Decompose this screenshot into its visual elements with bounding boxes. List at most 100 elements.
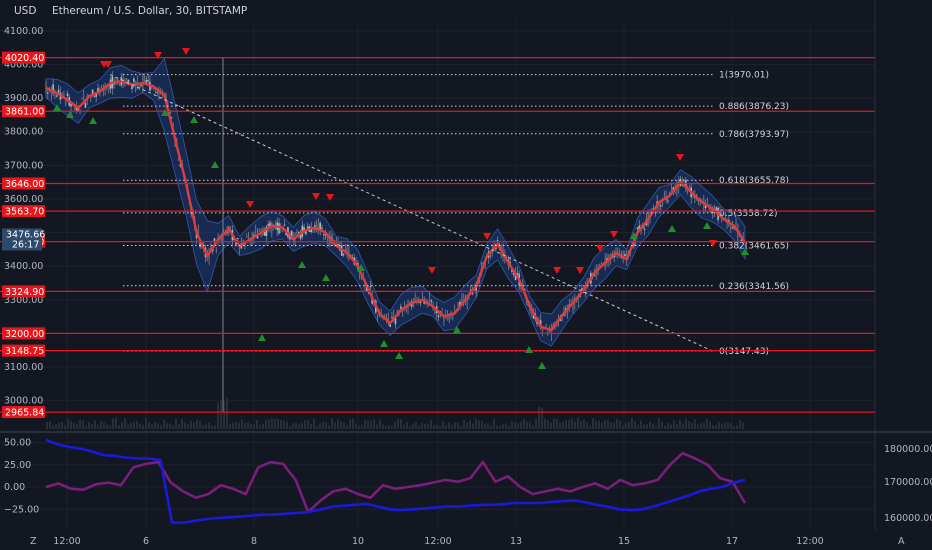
volume-bar	[424, 424, 426, 429]
candle-body	[299, 235, 302, 239]
volume-bar	[250, 423, 252, 429]
volume-bar	[457, 422, 459, 429]
volume-bar	[502, 424, 504, 429]
level-tag	[2, 285, 45, 298]
candle-body	[421, 295, 424, 297]
time-tick-label: 10	[352, 536, 364, 547]
volume-bar	[88, 422, 90, 429]
price-tick-label: 3100.00	[4, 362, 43, 373]
candle-body	[688, 186, 691, 189]
price-tick-label: 3400.00	[4, 261, 43, 272]
volume-bar	[193, 422, 195, 429]
volume-bar	[229, 423, 231, 429]
volume-bar	[127, 424, 129, 429]
volume-bar	[232, 422, 234, 429]
volume-bar	[658, 418, 660, 429]
candle-body	[475, 286, 477, 293]
volume-bar	[154, 421, 156, 429]
volume-bar	[364, 420, 366, 429]
volume-bar	[694, 419, 696, 429]
volume-bar	[160, 424, 162, 429]
candle-body	[46, 92, 49, 94]
oscillator-axes: 50.00 25.00 0.00 −25.00 180000.00 170000.00 16…	[4, 438, 932, 525]
candle-body	[448, 314, 451, 320]
price-tick-label: 4000.00	[4, 60, 43, 71]
volume-bar	[334, 422, 336, 429]
price-tick-label: 3600.00	[4, 194, 43, 205]
candle-body	[434, 310, 436, 313]
currency-label: USD	[14, 5, 36, 17]
candle-body	[394, 317, 397, 325]
volume-bar	[133, 421, 135, 429]
volume-bar	[211, 425, 213, 429]
volume-bar	[472, 423, 474, 429]
candle-body	[93, 96, 96, 98]
volume-bar	[697, 424, 699, 429]
candle-body	[290, 230, 293, 237]
volume-bar	[172, 425, 174, 429]
time-tick-label: 8	[251, 536, 257, 547]
candle-body	[229, 226, 232, 228]
volume-bar	[700, 423, 702, 429]
candle-body	[577, 298, 580, 301]
volume-bar	[409, 425, 411, 429]
volume-bar	[76, 423, 78, 429]
volume-bar	[550, 422, 552, 429]
volume-bar	[148, 422, 150, 429]
volume-bar	[163, 419, 165, 429]
candle-body	[367, 292, 370, 294]
level-tag-label: 3200.00	[5, 329, 44, 340]
candle-body	[134, 81, 137, 91]
volume-bar	[601, 422, 603, 429]
volume-bar	[718, 422, 720, 429]
buy-marker	[703, 222, 711, 229]
volume-bar	[46, 422, 48, 429]
candle-body	[115, 83, 117, 85]
candle-body	[52, 84, 54, 94]
candle-body	[50, 90, 53, 95]
candle-body	[613, 255, 615, 258]
auto-scale-icon[interactable]: A	[898, 536, 905, 547]
volume-bar	[604, 419, 606, 429]
sell-marker	[104, 61, 112, 68]
candle-body	[554, 322, 556, 324]
candle-body	[147, 79, 149, 82]
price-tick-label: 4100.00	[4, 26, 43, 37]
candle-body	[326, 234, 329, 239]
candle-body	[643, 228, 646, 230]
level-tag	[2, 177, 45, 190]
volume-bar	[598, 420, 600, 429]
volume-bar	[679, 420, 681, 429]
volume-bar	[187, 424, 189, 429]
volume-bar	[439, 425, 441, 429]
volume-bar	[253, 424, 255, 429]
candle-body	[391, 317, 393, 319]
candle-body	[512, 273, 515, 275]
volume-bar	[61, 421, 63, 429]
volume-bar	[445, 425, 447, 429]
volume-bar	[592, 418, 594, 429]
volume-bar	[355, 423, 357, 429]
volume-bar	[628, 422, 630, 429]
candle-body	[197, 230, 200, 235]
candle-body	[344, 249, 347, 251]
time-tick-label: 12:00	[796, 536, 823, 547]
volume-bar	[142, 424, 144, 429]
candle-body	[90, 96, 92, 99]
volume-bar	[109, 425, 111, 429]
volume-bar	[556, 418, 558, 429]
candle-body	[728, 220, 730, 222]
sell-marker	[246, 201, 254, 208]
volume-bar	[85, 425, 87, 429]
volume-bar	[151, 424, 153, 429]
candle-body	[107, 86, 110, 91]
candle-body	[582, 291, 585, 293]
zoom-icon[interactable]: Z	[30, 536, 37, 547]
candle-body	[140, 84, 142, 86]
volume-bar	[466, 422, 468, 429]
volume-bar	[166, 423, 168, 429]
volume-bar	[580, 420, 582, 429]
volume-bar	[319, 423, 321, 429]
volume-bar	[709, 421, 711, 429]
level-tag-label: 3324.90	[5, 287, 44, 298]
